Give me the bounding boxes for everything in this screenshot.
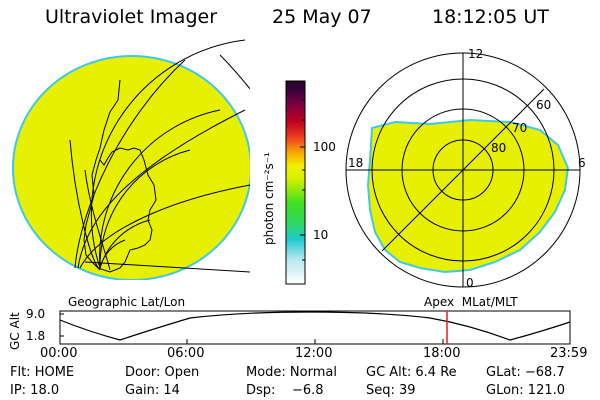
altitude-panel xyxy=(59,310,571,345)
polar-aurora-region xyxy=(366,118,570,274)
colorbar-ticks xyxy=(300,99,305,261)
colorbar-tick-100: 100 xyxy=(313,140,336,154)
status-gain: Gain: 14 xyxy=(125,383,180,398)
mlat-label-70: 70 xyxy=(512,121,528,135)
geo-grid xyxy=(69,39,250,273)
status-mode: Mode: Normal xyxy=(246,365,337,380)
time-tick-0600: 06:00 xyxy=(167,346,205,361)
time-tick-0000: 00:00 xyxy=(40,346,78,361)
status-door: Door: Open xyxy=(125,365,200,380)
polar-axis-diagonal xyxy=(381,88,545,252)
geographic-image xyxy=(12,39,250,280)
mlt-label-12: 12 xyxy=(468,47,484,61)
time-tick-1800: 18:00 xyxy=(423,346,461,361)
geo-aurora-disk xyxy=(12,55,250,280)
status-glon: GLon: 121.0 xyxy=(486,383,566,398)
mlt-label-6: 6 xyxy=(578,156,586,170)
status-glat: GLat: −68.7 xyxy=(486,365,565,380)
time-label: 18:12:05 UT xyxy=(432,6,549,28)
time-tick-1200: 12:00 xyxy=(295,346,333,361)
geo-coastline xyxy=(83,79,157,273)
colorbar xyxy=(285,80,306,285)
mlt-label-18: 18 xyxy=(348,156,364,170)
status-flt: Flt: HOME xyxy=(10,365,75,380)
alt-tick-9: 9.0 xyxy=(26,307,46,321)
altitude-ticks xyxy=(59,313,571,344)
alt-tick-1-8: 1.8 xyxy=(26,329,46,343)
polar-caption: Apex MLat/MLT xyxy=(424,295,518,309)
colorbar-tick-10: 10 xyxy=(313,228,329,242)
gc-alt-axis-label: GC Alt xyxy=(8,312,22,350)
status-seq: Seq: 39 xyxy=(366,383,416,398)
polar-plot xyxy=(345,52,581,288)
mlt-label-0: 0 xyxy=(466,276,474,290)
status-dsp: Dsp: −6.8 xyxy=(246,383,324,398)
status-gc-alt: GC Alt: 6.4 Re xyxy=(366,365,457,380)
status-ip: IP: 18.0 xyxy=(10,383,60,398)
date-label: 25 May 07 xyxy=(272,6,372,28)
instrument-title: Ultraviolet Imager xyxy=(45,6,218,28)
time-tick-2359: 23:59 xyxy=(550,346,588,361)
mlat-label-60: 60 xyxy=(536,98,552,112)
mlat-label-80: 80 xyxy=(491,141,507,155)
altitude-curve xyxy=(59,311,571,341)
geo-caption: Geographic Lat/Lon xyxy=(68,295,186,309)
colorbar-unit-label: photon cm⁻²s⁻¹ xyxy=(262,152,276,245)
